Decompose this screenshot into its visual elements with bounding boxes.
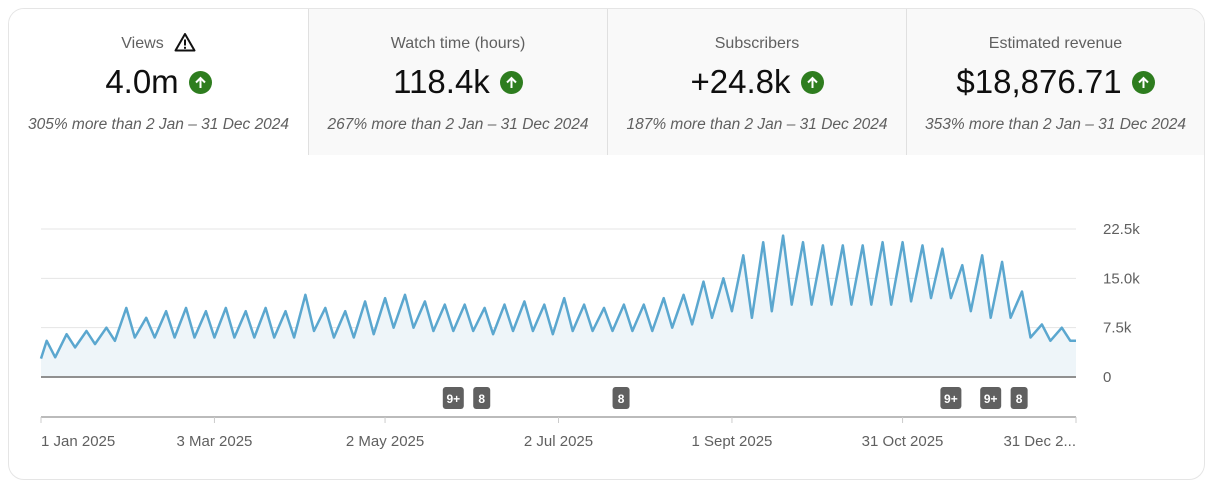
- tab-comparison: 353% more than 2 Jan – 31 Dec 2024: [924, 116, 1187, 133]
- marker-badge[interactable]: [612, 387, 630, 409]
- tab-title: Subscribers: [714, 35, 800, 52]
- arrow-up-icon: [1131, 70, 1155, 94]
- marker-badge[interactable]: [1010, 387, 1028, 409]
- area-fill: [41, 235, 1076, 377]
- tab-comparison: 187% more than 2 Jan – 31 Dec 2024: [626, 116, 888, 133]
- marker-count: 8: [618, 392, 625, 406]
- tab-title: Watch time (hours): [390, 35, 526, 52]
- tab-revenue[interactable]: Estimated revenue $18,876.71 353% more t…: [906, 9, 1204, 155]
- y-tick-label: 15.0k: [1103, 270, 1140, 287]
- annotation-marker[interactable]: 9+: [940, 387, 962, 409]
- annotation-marker[interactable]: 8: [1010, 387, 1028, 409]
- tab-views[interactable]: Views 4.0m 305% more than 2 Jan – 31 Dec…: [9, 9, 308, 155]
- x-tick-label: 1 Jan 2025: [41, 433, 115, 450]
- marker-count: 8: [478, 392, 485, 406]
- x-tick-label: 2 Jul 2025: [524, 433, 593, 450]
- tab-comparison: 267% more than 2 Jan – 31 Dec 2024: [327, 116, 589, 133]
- warning-icon: [174, 32, 196, 57]
- arrow-up-icon: [188, 70, 212, 94]
- tab-title: Views: [121, 35, 164, 52]
- marker-badge[interactable]: [980, 387, 1002, 409]
- x-tick-label: 31 Dec 2...: [1003, 433, 1076, 450]
- tab-subscribers[interactable]: Subscribers +24.8k 187% more than 2 Jan …: [607, 9, 906, 155]
- tab-value: 118.4k: [393, 63, 490, 100]
- marker-count: 9+: [446, 392, 460, 406]
- y-tick-label: 0: [1103, 369, 1111, 386]
- metric-tabs: Views 4.0m 305% more than 2 Jan – 31 Dec…: [9, 9, 1204, 155]
- marker-count: 9+: [944, 392, 958, 406]
- x-tick-label: 3 Mar 2025: [177, 433, 253, 450]
- marker-count: 8: [1016, 392, 1023, 406]
- views-line: [39, 234, 1076, 359]
- annotation-marker[interactable]: 8: [473, 387, 491, 409]
- marker-badge[interactable]: [473, 387, 491, 409]
- marker-badge[interactable]: [442, 387, 464, 409]
- x-tick-label: 31 Oct 2025: [862, 433, 944, 450]
- y-tick-label: 22.5k: [1103, 221, 1140, 238]
- tab-value: +24.8k: [690, 63, 791, 100]
- tab-value: 4.0m: [105, 63, 179, 100]
- y-tick-label: 7.5k: [1103, 320, 1132, 337]
- marker-count: 9+: [984, 392, 998, 406]
- tab-watch-time[interactable]: Watch time (hours) 118.4k 267% more than…: [308, 9, 607, 155]
- marker-badge[interactable]: [940, 387, 962, 409]
- tab-value: $18,876.71: [956, 63, 1122, 100]
- annotation-marker[interactable]: 8: [612, 387, 630, 409]
- arrow-up-icon: [800, 70, 824, 94]
- arrow-up-icon: [499, 70, 523, 94]
- annotation-marker[interactable]: 9+: [980, 387, 1002, 409]
- tab-title: Estimated revenue: [988, 35, 1123, 52]
- views-chart: 0 7.5k 15.0k 22.5k 1 Jan 2025 3 Mar 2025 2 May…: [39, 221, 1140, 450]
- x-tick-label: 1 Sept 2025: [691, 433, 772, 450]
- analytics-card: Views 4.0m 305% more than 2 Jan – 31 Dec…: [8, 8, 1205, 480]
- annotation-marker[interactable]: 9+: [442, 387, 464, 409]
- x-tick-label: 2 May 2025: [346, 433, 424, 450]
- tab-comparison: 305% more than 2 Jan – 31 Dec 2024: [27, 116, 290, 133]
